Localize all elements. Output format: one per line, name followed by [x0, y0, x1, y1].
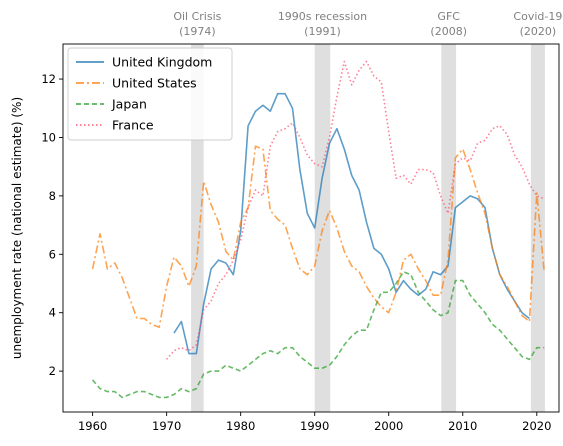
x-tick-label: 2020 [522, 419, 551, 433]
series-line-france [165, 60, 545, 360]
x-tick-label: 1970 [152, 419, 181, 433]
event-year-label: (2020) [520, 25, 557, 38]
x-tick-label: 2010 [448, 419, 477, 433]
series-line-united-states [91, 145, 545, 329]
event-year-label: (2008) [430, 25, 467, 38]
y-tick-label: 8 [49, 189, 56, 203]
x-axis: 1960 1970 1980 1990 2000 2010 2020 [78, 412, 551, 433]
event-year-label: (1974) [179, 25, 216, 38]
y-axis: 2 4 6 8 10 12 [41, 72, 63, 378]
x-tick-label: 2000 [374, 419, 403, 433]
series-line-united-kingdom [173, 92, 530, 355]
legend: United Kingdom United States Japan France [67, 47, 233, 141]
plot-frame [62, 43, 560, 413]
legend-label: Japan [111, 97, 147, 112]
y-tick-label: 10 [41, 130, 56, 144]
legend-label: United States [112, 76, 197, 91]
event-labels: Oil Crisis (1974) 1990s recession (1991) GFC… [173, 10, 562, 38]
x-tick-label: 1960 [78, 419, 107, 433]
legend-label: France [112, 118, 154, 133]
event-year-label: (1991) [304, 25, 341, 38]
event-name-label: 1990s recession [278, 10, 367, 23]
series-line-japan [91, 270, 545, 399]
y-tick-label: 4 [49, 306, 56, 320]
event-band-gfc [441, 44, 457, 412]
y-tick-label: 12 [41, 72, 56, 86]
event-bands [191, 44, 545, 412]
y-axis-label: unemployment rate (national estimate) (%… [10, 97, 24, 359]
x-tick-label: 1980 [226, 419, 255, 433]
event-name-label: Oil Crisis [173, 10, 221, 23]
legend-label: United Kingdom [112, 55, 212, 70]
x-tick-label: 1990 [300, 419, 329, 433]
event-name-label: Covid-19 [513, 10, 562, 23]
series-lines [91, 60, 545, 399]
y-tick-label: 2 [49, 364, 56, 378]
event-band-covid-19 [530, 44, 545, 412]
y-tick-label: 6 [49, 247, 56, 261]
event-name-label: GFC [437, 10, 460, 23]
legend-box [67, 47, 233, 141]
